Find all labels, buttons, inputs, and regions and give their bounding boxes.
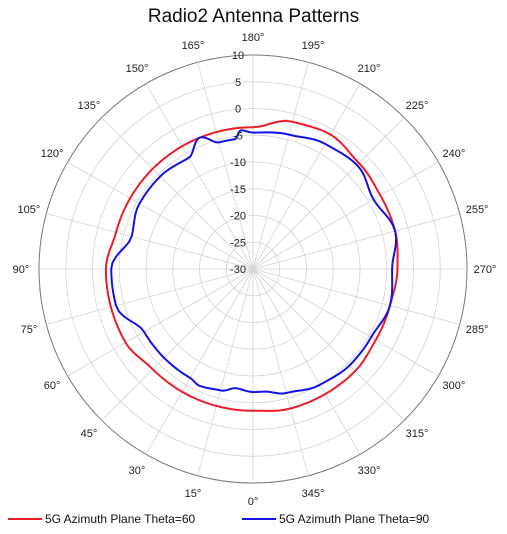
angular-gridline [252, 62, 309, 270]
angular-tick-label: 15° [185, 488, 202, 500]
angular-tick-label: 120° [41, 148, 64, 160]
angular-tick-label: 75° [21, 324, 38, 336]
angular-gridline [101, 117, 254, 270]
angular-gridline [252, 213, 460, 270]
radial-tick-label: -25 [230, 237, 246, 249]
angular-gridline [197, 62, 254, 270]
radial-tick-label: 5 [235, 77, 241, 89]
angular-tick-label: 30° [129, 465, 146, 477]
angular-gridline [46, 213, 254, 270]
radial-tick-label: 10 [232, 50, 244, 62]
polar-chart: -30 -25 -20 -15 -10 -5 0 5 10 0° 15° 30° 45° 60° 75° 90… [13, 32, 497, 508]
angular-gridline [252, 268, 309, 476]
angular-gridline [67, 268, 254, 377]
radial-tick-label: -30 [230, 264, 246, 276]
angular-gridline [252, 161, 439, 270]
angular-tick-label: 315° [406, 428, 429, 440]
angular-tick-label: 270° [474, 264, 497, 276]
legend-item-theta60: 5G Azimuth Plane Theta=60 [8, 512, 195, 526]
angular-gridline [252, 268, 460, 325]
radial-tick-label: -5 [233, 130, 243, 142]
angular-tick-label: 105° [18, 204, 41, 216]
angular-tick-label: 345° [302, 488, 325, 500]
angular-tick-label: 330° [358, 465, 381, 477]
angular-tick-label: 285° [466, 324, 489, 336]
angular-tick-label: 165° [182, 40, 205, 52]
angular-tick-label: 45° [81, 428, 98, 440]
angular-gridline [252, 83, 361, 270]
angular-gridline [67, 161, 254, 270]
radial-tick-label: -10 [230, 157, 246, 169]
angular-tick-label: 255° [466, 204, 489, 216]
angular-gridline [101, 268, 254, 421]
angular-gridline [46, 268, 254, 325]
legend-swatch [242, 518, 276, 520]
legend: 5G Azimuth Plane Theta=60 5G Azimuth Pla… [0, 512, 507, 532]
angular-tick-label: 60° [44, 380, 61, 392]
legend-label: 5G Azimuth Plane Theta=90 [279, 512, 430, 526]
angular-gridline [252, 268, 361, 455]
angular-tick-label: 135° [78, 100, 101, 112]
angular-tick-label: 90° [13, 264, 30, 276]
legend-label: 5G Azimuth Plane Theta=60 [45, 512, 196, 526]
series-line-theta90 [110, 129, 398, 395]
angular-gridline [145, 268, 254, 455]
tick-labels: -30 -25 -20 -15 -10 -5 0 5 10 0° 15° 30° 45° 60° 75° 90… [13, 32, 497, 508]
series-line-theta60 [104, 119, 399, 412]
angular-gridline [252, 268, 405, 421]
angular-tick-label: 150° [126, 63, 149, 75]
angular-gridline [252, 268, 439, 377]
chart-title: Radio2 Antenna Patterns [147, 6, 360, 27]
angular-gridline [252, 117, 405, 270]
legend-swatch [8, 518, 42, 520]
radial-tick-label: -15 [230, 184, 246, 196]
radial-tick-label: 0 [235, 104, 241, 116]
angular-tick-label: 225° [406, 100, 429, 112]
polar-grid [38, 54, 468, 484]
radial-tick-label: -20 [230, 211, 246, 223]
angular-tick-label: 240° [443, 148, 466, 160]
angular-tick-label: 195° [302, 40, 325, 52]
angular-tick-label: 210° [358, 63, 381, 75]
angular-gridline [197, 268, 254, 476]
legend-item-theta90: 5G Azimuth Plane Theta=90 [242, 512, 429, 526]
angular-tick-label: 180° [242, 32, 265, 44]
series-layer [104, 119, 399, 412]
angular-gridline [145, 83, 254, 270]
angular-tick-label: 300° [443, 380, 466, 392]
angular-tick-label: 0° [248, 496, 259, 508]
